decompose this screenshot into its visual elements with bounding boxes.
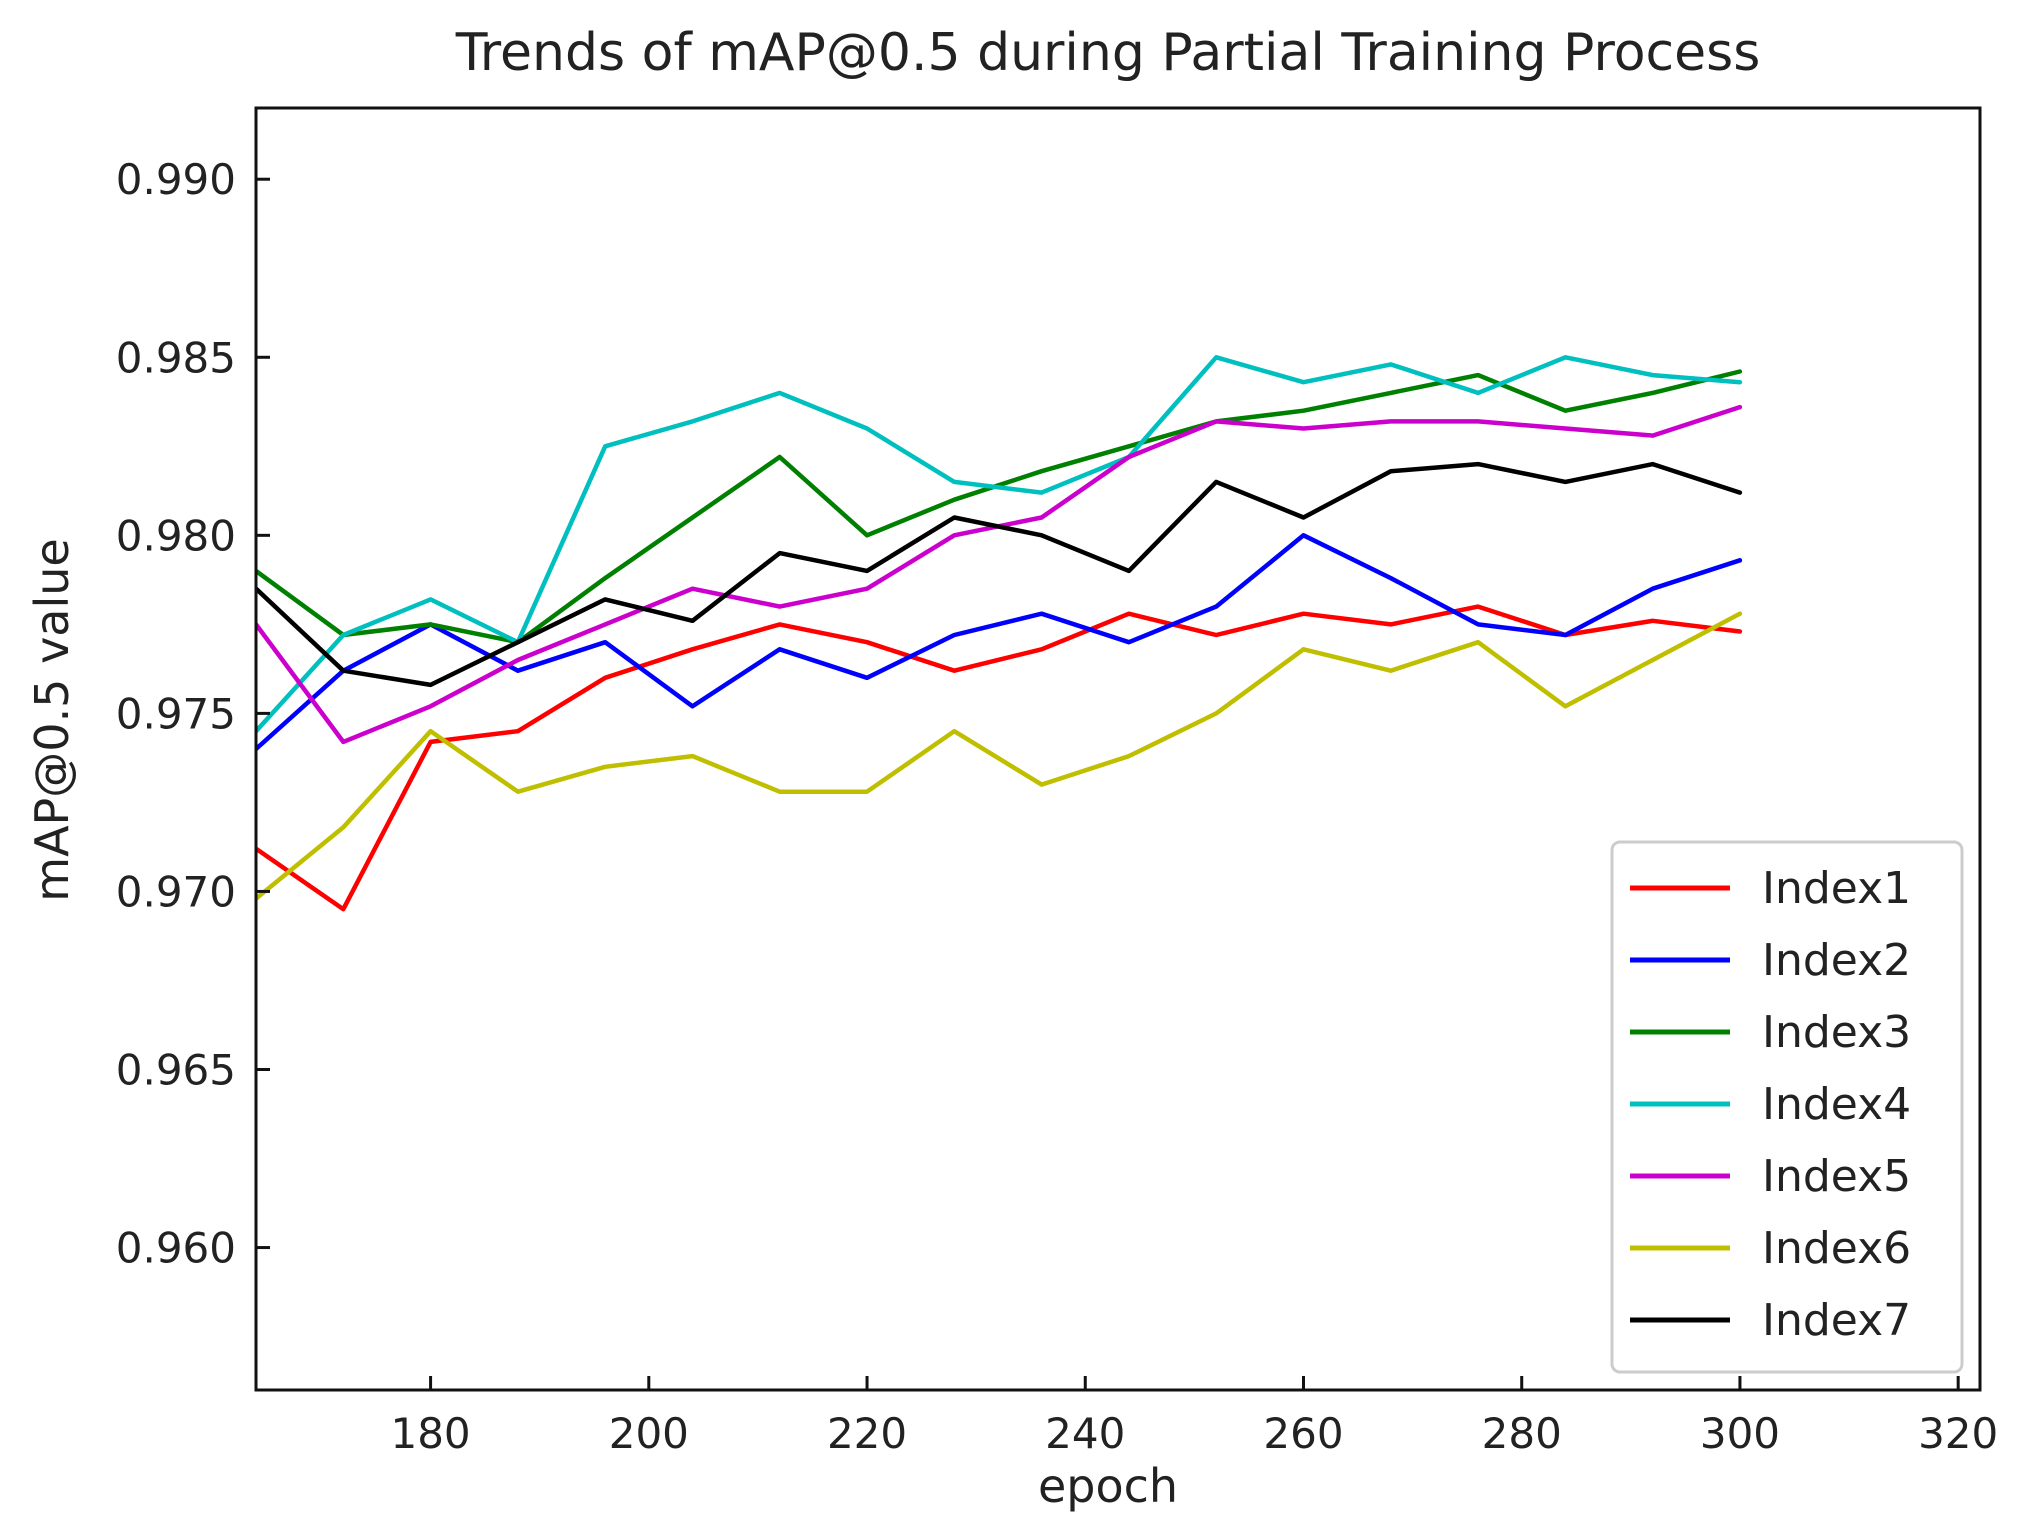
legend-label-index2: Index2 <box>1762 935 1911 986</box>
plot-area: 180 200 220 240 260 280 300 320 0.960 0.965 0.970 0… <box>116 106 1998 1458</box>
y-tick-label: 0.960 <box>116 1224 236 1273</box>
legend-label-index7: Index7 <box>1762 1295 1911 1346</box>
legend-box <box>1610 840 1964 1374</box>
x-tick-label: 240 <box>1045 1409 1125 1458</box>
y-tick-label: 0.990 <box>116 155 236 204</box>
x-axis-label: epoch <box>1038 1459 1178 1513</box>
series-line-index4 <box>256 355 1743 734</box>
x-tick-label: 280 <box>1482 1409 1562 1458</box>
y-tick-label: 0.985 <box>116 333 236 382</box>
legend-label-index6: Index6 <box>1762 1223 1911 1274</box>
series-line-index5 <box>256 404 1743 745</box>
series-line-index1 <box>256 604 1743 912</box>
chart-title: Trends of mAP@0.5 during Partial Trainin… <box>455 23 1761 83</box>
series-line-index2 <box>256 533 1743 752</box>
y-axis-label: mAP@0.5 value <box>25 538 79 901</box>
series-line-index6 <box>256 611 1743 901</box>
x-tick-label: 180 <box>390 1409 470 1458</box>
y-tick-label: 0.965 <box>116 1046 236 1095</box>
y-tick-label: 0.970 <box>116 867 236 916</box>
plot-frame <box>254 106 1982 1392</box>
x-tick-label: 220 <box>827 1409 907 1458</box>
x-tick-label: 260 <box>1263 1409 1343 1458</box>
legend-label-index1: Index1 <box>1762 863 1911 914</box>
y-tick-label: 0.980 <box>116 511 236 560</box>
legend-label-index4: Index4 <box>1762 1079 1911 1130</box>
x-tick-label: 300 <box>1700 1409 1780 1458</box>
y-tick-label: 0.975 <box>116 689 236 738</box>
legend-label-index5: Index5 <box>1762 1151 1911 1202</box>
legend-label-index3: Index3 <box>1762 1007 1911 1058</box>
series-line-index7 <box>256 461 1743 688</box>
x-tick-label: 200 <box>609 1409 689 1458</box>
series-line-index3 <box>256 369 1743 645</box>
x-tick-label: 320 <box>1918 1409 1998 1458</box>
